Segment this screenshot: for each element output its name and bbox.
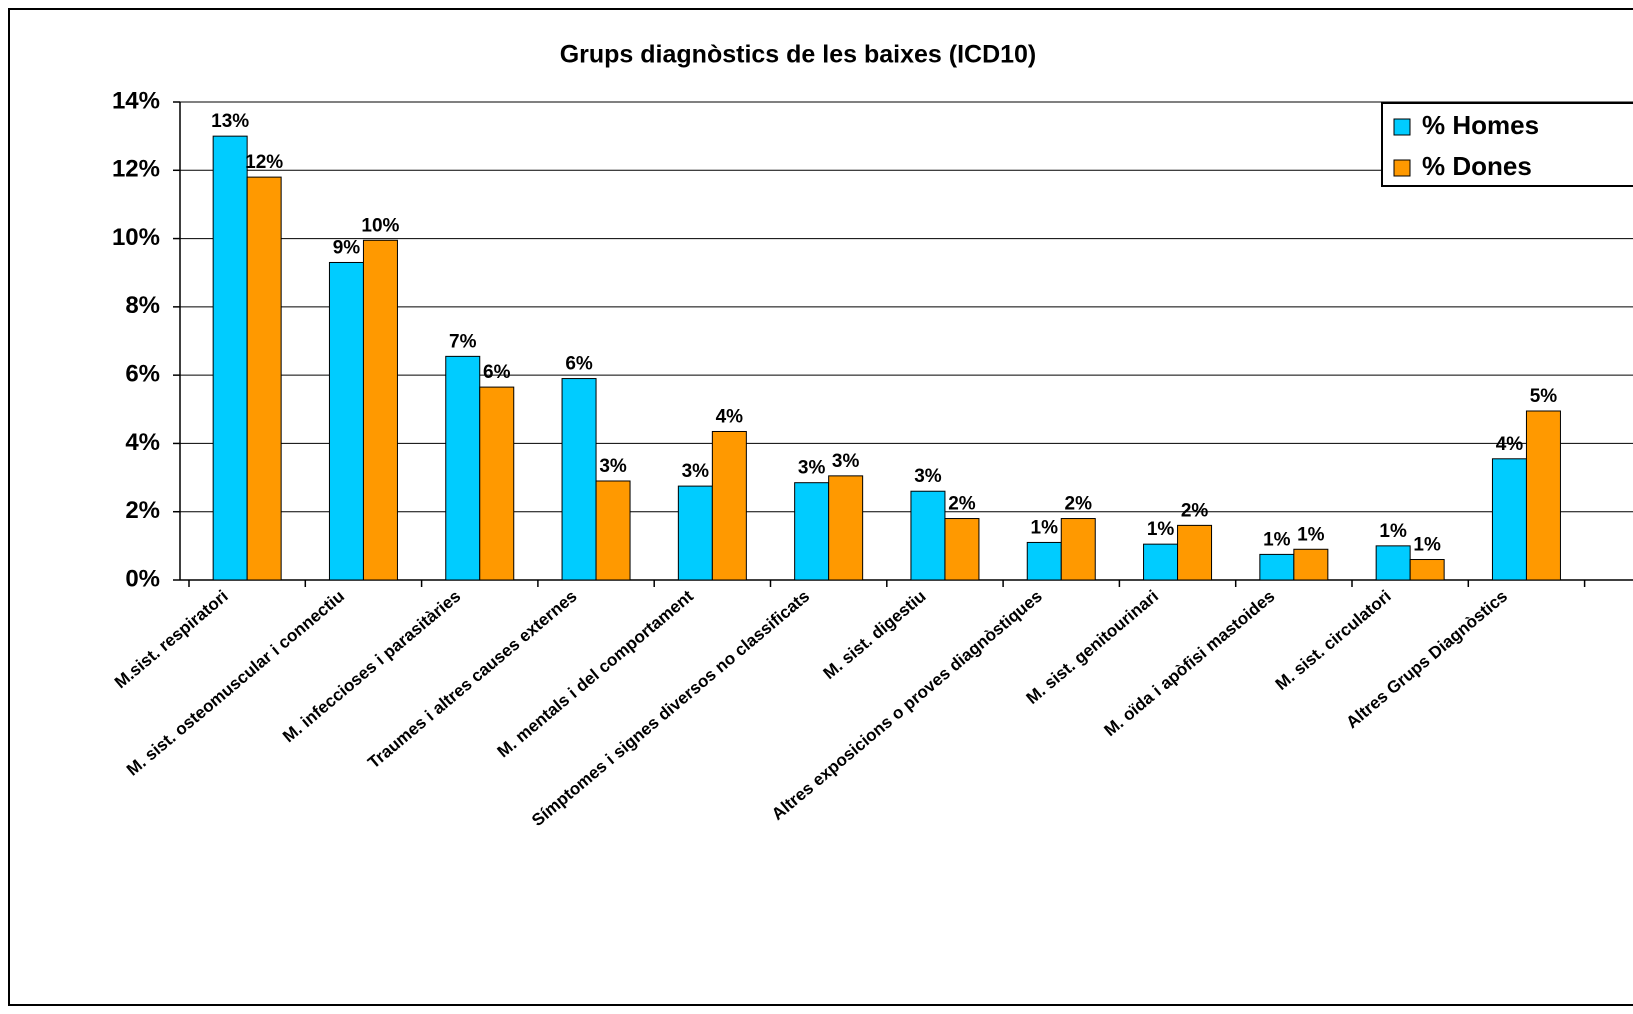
value-label: 2% (1181, 500, 1209, 521)
chart-title: Grups diagnòstics de les baixes (ICD10) (560, 41, 1037, 69)
value-label: 6% (483, 362, 511, 383)
value-label: 4% (1496, 434, 1524, 455)
value-label: 3% (832, 451, 860, 472)
y-tick-label: 6% (125, 360, 160, 387)
value-label: 1% (1297, 524, 1325, 545)
legend-label: % Homes (1422, 110, 1539, 140)
value-label: 1% (1263, 529, 1291, 550)
bar (1491, 458, 1527, 581)
bar (561, 378, 597, 581)
value-label: 7% (449, 331, 477, 352)
value-label: 6% (565, 354, 593, 375)
bar (212, 135, 248, 581)
y-tick-label: 2% (125, 497, 160, 524)
value-label: 12% (245, 152, 283, 173)
value-label: 3% (798, 458, 826, 479)
value-label: 2% (1065, 494, 1093, 515)
legend-label: % Dones (1422, 151, 1532, 181)
legend-swatch (1393, 159, 1411, 177)
value-label: 3% (682, 461, 710, 482)
bar (1409, 559, 1445, 581)
value-label: 5% (1530, 386, 1558, 407)
bar (1259, 553, 1295, 581)
y-tick-label: 8% (125, 292, 160, 319)
bar (794, 482, 830, 581)
bar (1060, 518, 1096, 581)
y-tick-label: 4% (125, 429, 160, 456)
bar (362, 239, 398, 581)
bar (1177, 524, 1213, 581)
y-tick-label: 14% (112, 87, 160, 114)
value-label: 13% (211, 111, 249, 132)
value-label: 3% (599, 456, 627, 477)
value-label: 2% (948, 494, 976, 515)
bar (1375, 545, 1411, 581)
bar (828, 475, 864, 581)
bar (1143, 543, 1179, 581)
legend-box (1381, 102, 1633, 187)
value-label: 4% (716, 406, 744, 427)
bar (1026, 541, 1062, 581)
bar (445, 355, 481, 581)
bar (711, 430, 747, 581)
legend-swatch (1393, 118, 1411, 136)
y-tick-label: 0% (125, 565, 160, 592)
y-tick-label: 12% (112, 156, 160, 183)
value-label: 1% (1147, 519, 1175, 540)
bar (1293, 548, 1329, 581)
y-tick-label: 10% (112, 224, 160, 251)
value-label: 10% (361, 215, 399, 236)
bar (910, 490, 946, 581)
value-label: 9% (333, 237, 361, 258)
bar (479, 386, 515, 581)
bar (246, 176, 282, 581)
bar (595, 480, 631, 581)
bar (1525, 410, 1561, 581)
value-label: 1% (1413, 535, 1441, 556)
value-label: 3% (914, 466, 942, 487)
value-label: 1% (1031, 517, 1059, 538)
bar (328, 261, 364, 581)
bar (944, 518, 980, 581)
bar (677, 485, 713, 581)
value-label: 1% (1379, 521, 1407, 542)
